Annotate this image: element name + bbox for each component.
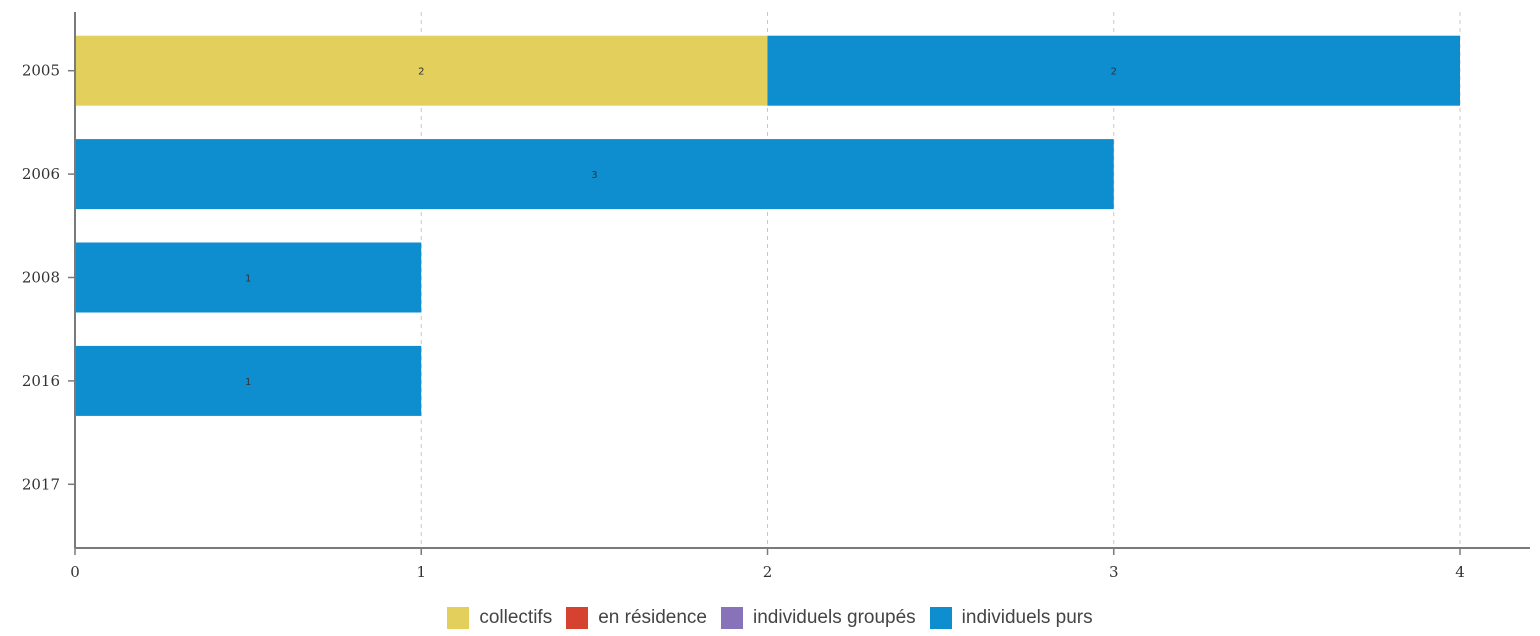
bar-2008-individuels-purs[interactable] — [75, 242, 422, 313]
axes — [68, 12, 1530, 555]
bar-value-label: 1 — [245, 377, 251, 388]
bar-labels: 2 2 3 1 1 — [245, 67, 1117, 388]
tick-labels: 0 1 2 3 4 2005 2006 2008 2016 2017 — [22, 62, 1465, 581]
legend-item-individuels-purs[interactable]: individuels purs — [929, 607, 1093, 629]
y-tick-label: 2017 — [22, 475, 60, 493]
legend-item-individuels-groupés[interactable]: individuels groupés — [721, 607, 916, 629]
legend-item-collectifs[interactable]: collectifs — [447, 607, 552, 629]
legend-swatch — [721, 607, 743, 629]
legend-swatch — [447, 607, 470, 629]
y-tick-label: 2016 — [22, 372, 60, 390]
bars — [74, 35, 1461, 528]
bar-value-label: 2 — [1111, 67, 1117, 78]
bar-value-label: 2 — [418, 67, 424, 78]
legend-swatch — [929, 607, 952, 629]
bar-value-label: 3 — [591, 170, 597, 181]
legend-label: individuels groupés — [753, 607, 916, 628]
bar-2005-collectifs[interactable] — [75, 35, 768, 106]
bar-2006-individuels-purs[interactable] — [75, 139, 1114, 210]
legend-label: en résidence — [598, 607, 707, 628]
x-tick-label: 1 — [416, 563, 426, 581]
x-tick-label: 0 — [70, 563, 80, 581]
legend-swatch — [566, 607, 589, 629]
x-tick-label: 2 — [763, 563, 773, 581]
y-tick-label: 2008 — [22, 269, 60, 287]
legend-item-en-résidence[interactable]: en résidence — [566, 607, 707, 629]
bar-2005-individuels-purs[interactable] — [767, 35, 1461, 106]
y-tick-label: 2005 — [22, 62, 60, 80]
x-tick-label: 3 — [1109, 563, 1119, 581]
x-tick-label: 4 — [1455, 563, 1465, 581]
legend-label: collectifs — [479, 607, 553, 628]
bar-2016-individuels-purs[interactable] — [75, 345, 422, 416]
legend-label: individuels purs — [961, 607, 1093, 628]
legend: collectifs en résidence individuels groupé… — [0, 604, 1540, 632]
chart: 2 2 3 1 1 0 1 2 3 4 2005 2006 2008 2016 2017 — [22, 12, 1530, 581]
y-tick-label: 2006 — [22, 165, 60, 183]
bar-value-label: 1 — [245, 274, 251, 285]
